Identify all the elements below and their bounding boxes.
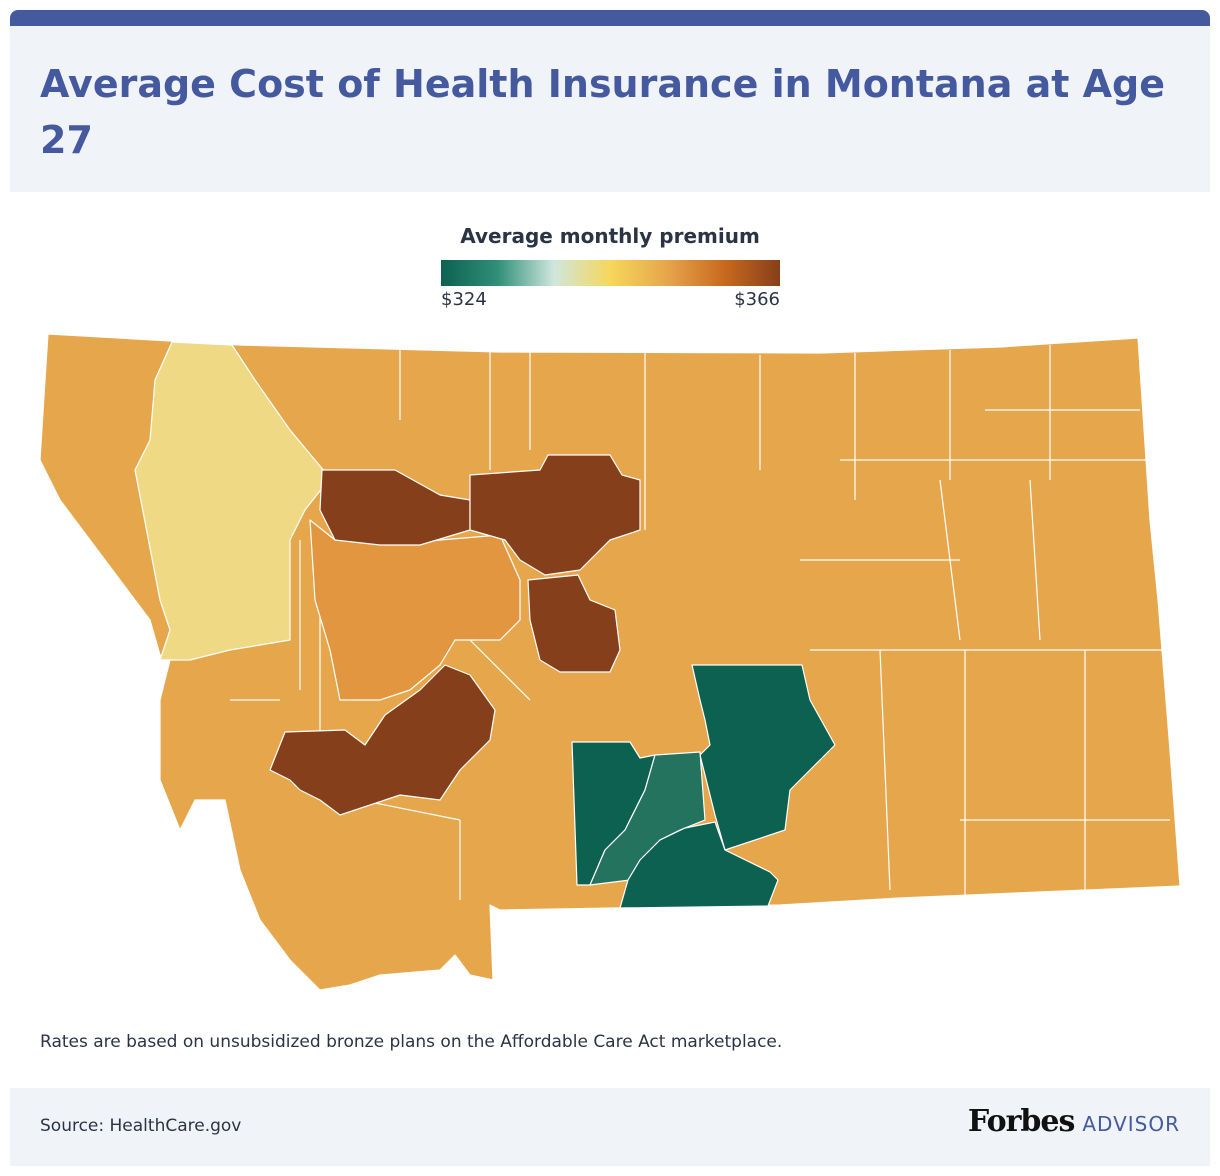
legend-gradient-bar xyxy=(441,260,780,286)
forbes-advisor-logo: Forbes ADVISOR xyxy=(968,1104,1180,1139)
region-brown-central xyxy=(527,574,621,673)
legend-min-label: $324 xyxy=(441,289,487,310)
region-dark-teal-ne xyxy=(691,664,836,851)
brand-main-text: Forbes xyxy=(967,1104,1075,1139)
region-dark-teal-south xyxy=(619,821,779,909)
legend-title: Average monthly premium xyxy=(460,224,760,248)
legend-max-label: $366 xyxy=(734,289,780,310)
region-brown-south-west xyxy=(269,664,496,816)
brand-sub-text: ADVISOR xyxy=(1082,1112,1180,1136)
region-brown-north xyxy=(469,454,641,576)
chart-title: Average Cost of Health Insurance in Mont… xyxy=(40,62,1166,162)
montana-county-map xyxy=(39,333,1181,991)
region-light-yellow xyxy=(134,341,331,661)
footer-panel: Source: HealthCare.gov Forbes ADVISOR xyxy=(10,1088,1210,1166)
region-brown-north-west xyxy=(319,469,471,546)
top-accent-bar xyxy=(10,10,1210,30)
header-panel: Average Cost of Health Insurance in Mont… xyxy=(10,26,1210,192)
source-text: Source: HealthCare.gov xyxy=(40,1116,242,1136)
footnote: Rates are based on unsubsidized bronze p… xyxy=(40,1032,783,1052)
